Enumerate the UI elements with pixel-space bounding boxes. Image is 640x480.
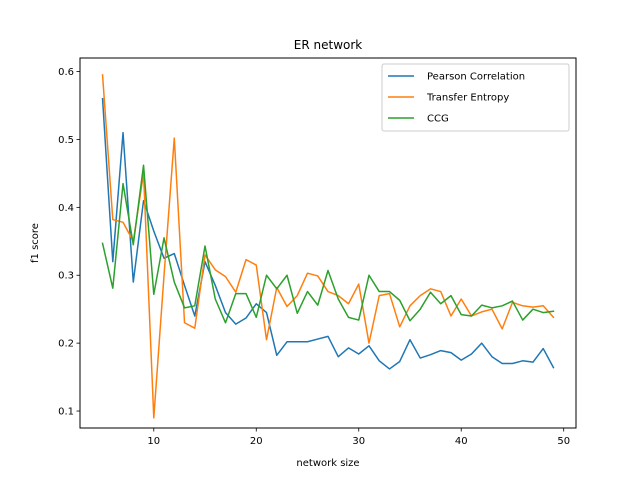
- chart-title: ER network: [294, 38, 363, 52]
- legend: Pearson Correlation Transfer Entropy CCG: [381, 63, 570, 132]
- y-tick-label: 0.4: [58, 203, 74, 214]
- series-line-0: [101, 97, 555, 370]
- x-tick-label: 50: [557, 436, 570, 447]
- y-tick-label: 0.1: [58, 407, 74, 418]
- x-axis-label: network size: [296, 458, 359, 469]
- y-axis-label: f1 score: [30, 223, 41, 263]
- legend-label-0: Pearson Correlation: [427, 72, 525, 83]
- y-tick-label: 0.3: [58, 271, 74, 282]
- x-tick-label: 10: [147, 436, 160, 447]
- series-group: [101, 74, 555, 419]
- legend-box: [381, 63, 570, 132]
- plot-frame: [79, 57, 577, 429]
- series-line-1: [101, 74, 555, 419]
- series-line-2: [101, 164, 555, 324]
- y-tick-label: 0.6: [58, 67, 74, 78]
- y-tick-label: 0.2: [58, 339, 74, 350]
- legend-label-2: CCG: [427, 114, 449, 125]
- x-tick-label: 40: [455, 436, 468, 447]
- x-axis-ticks: 10 20 30 40 50: [147, 428, 570, 447]
- y-axis-ticks: 0.1 0.2 0.3 0.4 0.5 0.6: [58, 67, 80, 418]
- x-tick-label: 30: [352, 436, 365, 447]
- x-tick-label: 20: [250, 436, 263, 447]
- legend-label-1: Transfer Entropy: [426, 93, 509, 104]
- y-tick-label: 0.5: [58, 135, 74, 146]
